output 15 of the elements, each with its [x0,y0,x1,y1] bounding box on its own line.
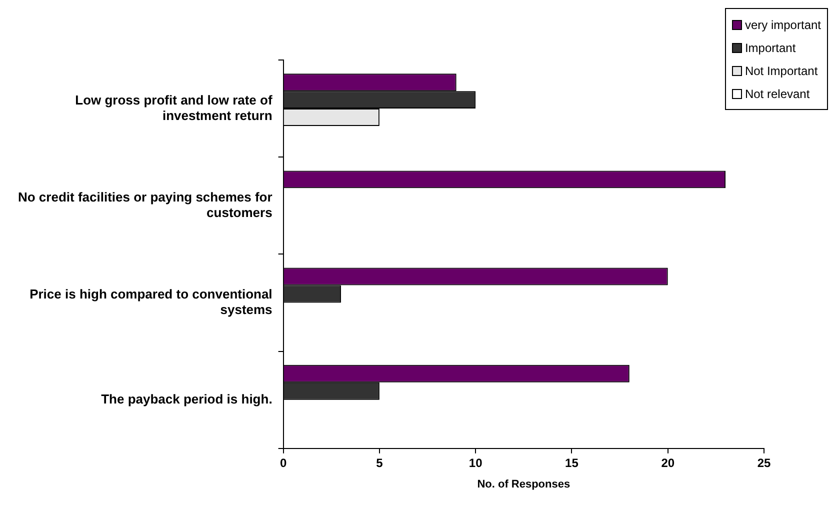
legend-label: Not relevant [744,86,810,100]
x-tick-label: 0 [280,456,287,470]
x-axis-title: No. of Responses [477,478,570,490]
y-tick-label: Low gross profit and low rate of investment return [75,92,273,123]
legend-label: Not Important [744,64,818,78]
y-tick-label: The payback period is high. [101,391,272,406]
legend-label: very important [744,18,821,32]
legend-label: Important [744,40,796,54]
x-tick-label: 10 [468,456,483,470]
x-tick-label: 20 [661,456,675,470]
x-tick-label: 25 [757,456,771,470]
y-tick-label: No credit facilities or paying schemes for customers [18,189,272,220]
y-tick-label: Price is high compared to conventional systems [30,286,272,318]
x-tick-label: 5 [376,456,384,470]
x-tick-label: 15 [565,456,579,470]
